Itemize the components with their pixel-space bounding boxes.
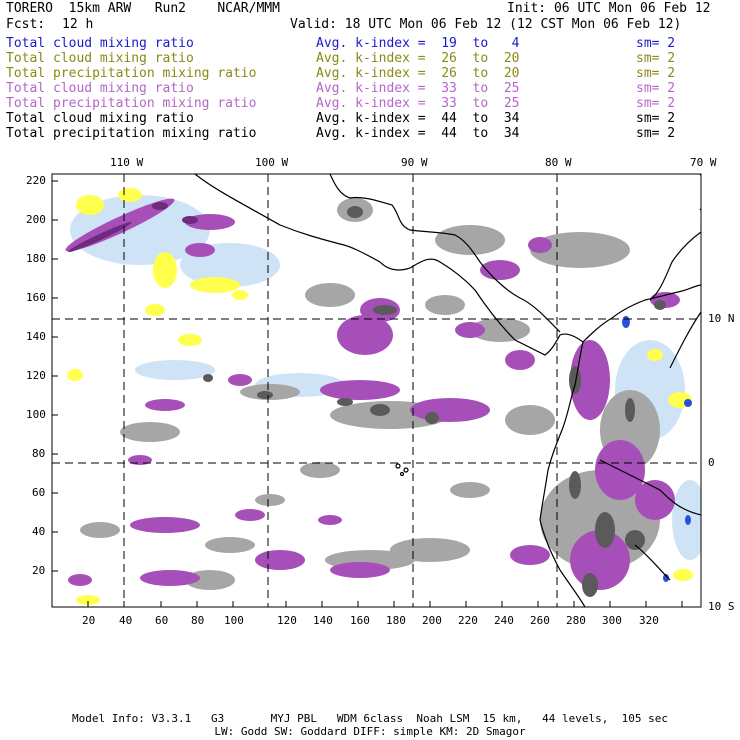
legend-smoothing: sm= 2 xyxy=(636,81,676,96)
legend-kindex: Avg. k-index = 26 to 20 xyxy=(316,51,520,66)
galapagos-island xyxy=(395,463,401,469)
lon-label-100w: 100 W xyxy=(255,156,289,169)
y-tick: 40 xyxy=(32,525,46,538)
lon-label-80w: 80 W xyxy=(545,156,572,169)
lat-label-10n: 10 N xyxy=(708,312,735,325)
lat-label-10s: 10 S xyxy=(708,600,735,613)
blue-cloud-cores xyxy=(622,316,692,582)
legend-smoothing: sm= 2 xyxy=(636,96,676,111)
coastline-venezuela xyxy=(649,231,701,301)
x-tick: 160 xyxy=(350,614,370,627)
coastline-caribbean xyxy=(329,174,561,333)
legend-row: Total precipitation mixing ratio Avg. k-… xyxy=(6,66,726,81)
y-tick: 180 xyxy=(26,252,46,265)
forecast-label: Fcst: xyxy=(6,17,46,32)
dark-cloud-cores xyxy=(203,206,666,597)
legend-field: Total cloud mixing ratio xyxy=(6,36,194,51)
light-cloud-haze xyxy=(70,195,701,560)
valid-time: Valid: 18 UTC Mon 06 Feb 12 (12 CST Mon … xyxy=(290,17,682,32)
legend-kindex: Avg. k-index = 33 to 25 xyxy=(316,81,520,96)
legend-smoothing: sm= 2 xyxy=(636,36,676,51)
model-info-line1: Model Info: V3.3.1 G3 MYJ PBL WDM 6class… xyxy=(71,712,669,725)
lat-label-0: 0 xyxy=(708,456,715,469)
x-tick: 60 xyxy=(155,614,169,627)
legend-field: Total precipitation mixing ratio xyxy=(6,66,257,81)
y-tick: 60 xyxy=(32,486,46,499)
y-tick: 200 xyxy=(26,213,46,226)
legend-kindex: Avg. k-index = 44 to 34 xyxy=(316,126,520,141)
coastlines xyxy=(194,174,701,607)
model-title: TORERO 15km ARW Run2 NCAR/MMM xyxy=(6,1,280,16)
legend-field: Total cloud mixing ratio xyxy=(6,111,194,126)
y-tick: 20 xyxy=(32,564,46,577)
legend-kindex: Avg. k-index = 26 to 20 xyxy=(316,66,520,81)
legend-row: Total cloud mixing ratio Avg. k-index = … xyxy=(6,111,726,126)
x-tick: 300 xyxy=(602,614,622,627)
legend-smoothing: sm= 2 xyxy=(636,51,676,66)
legend-row: Total cloud mixing ratio Avg. k-index = … xyxy=(6,51,726,66)
x-tick: 80 xyxy=(191,614,205,627)
lon-label-70w: 70 W xyxy=(690,156,717,169)
x-tick: 260 xyxy=(530,614,550,627)
x-tick: 100 xyxy=(224,614,244,627)
y-tick: 80 xyxy=(32,447,46,460)
model-info-line2: LW: Godd SW: Goddard DIFF: simple KM: 2D… xyxy=(214,725,526,738)
legend-row: Total precipitation mixing ratio Avg. k-… xyxy=(6,126,726,141)
y-tick: 160 xyxy=(26,291,46,304)
legend-kindex: Avg. k-index = 33 to 25 xyxy=(316,96,520,111)
init-time: Init: 06 UTC Mon 06 Feb 12 xyxy=(507,1,711,16)
x-tick: 240 xyxy=(494,614,514,627)
x-tick: 200 xyxy=(422,614,442,627)
coastline-pacific xyxy=(194,174,584,356)
lon-label-110w: 110 W xyxy=(110,156,144,169)
coastline-south-america xyxy=(539,341,586,607)
x-tick: 280 xyxy=(566,614,586,627)
x-tick: 120 xyxy=(277,614,297,627)
legend-row: Total cloud mixing ratio Avg. k-index = … xyxy=(6,81,726,96)
legend-row: Total cloud mixing ratio Avg. k-index = … xyxy=(6,36,726,51)
legend-kindex: Avg. k-index = 19 to 4 xyxy=(316,36,520,51)
x-tick: 140 xyxy=(313,614,333,627)
x-tick: 220 xyxy=(458,614,478,627)
x-tick: 40 xyxy=(119,614,133,627)
galapagos-island xyxy=(403,467,409,473)
x-tick: 320 xyxy=(639,614,659,627)
legend-field: Total precipitation mixing ratio xyxy=(6,126,257,141)
x-tick: 20 xyxy=(82,614,96,627)
y-tick: 120 xyxy=(26,369,46,382)
legend-smoothing: sm= 2 xyxy=(636,111,676,126)
coastline-colombia-north xyxy=(582,284,701,343)
legend-smoothing: sm= 2 xyxy=(636,66,676,81)
lon-label-90w: 90 W xyxy=(401,156,428,169)
border-peru-ecuador xyxy=(599,459,701,516)
legend-row: Total precipitation mixing ratio Avg. k-… xyxy=(6,96,726,111)
cloud-field xyxy=(65,188,701,605)
dark-purple-cores xyxy=(68,202,198,253)
border-peru-brazil xyxy=(634,544,671,581)
x-tick: 180 xyxy=(386,614,406,627)
y-tick: 140 xyxy=(26,330,46,343)
border-colombia-venezuela xyxy=(669,311,701,369)
forecast-hour: 12 h xyxy=(62,17,94,32)
legend-field: Total cloud mixing ratio xyxy=(6,81,194,96)
y-tick: 100 xyxy=(26,408,46,421)
map-frame xyxy=(51,173,702,608)
legend-field: Total precipitation mixing ratio xyxy=(6,96,257,111)
legend-field: Total cloud mixing ratio xyxy=(6,51,194,66)
galapagos-island xyxy=(399,471,405,477)
graticule xyxy=(52,174,701,607)
tick-marks xyxy=(52,180,683,607)
y-tick: 220 xyxy=(26,174,46,187)
legend-kindex: Avg. k-index = 44 to 34 xyxy=(316,111,520,126)
legend-smoothing: sm= 2 xyxy=(636,126,676,141)
